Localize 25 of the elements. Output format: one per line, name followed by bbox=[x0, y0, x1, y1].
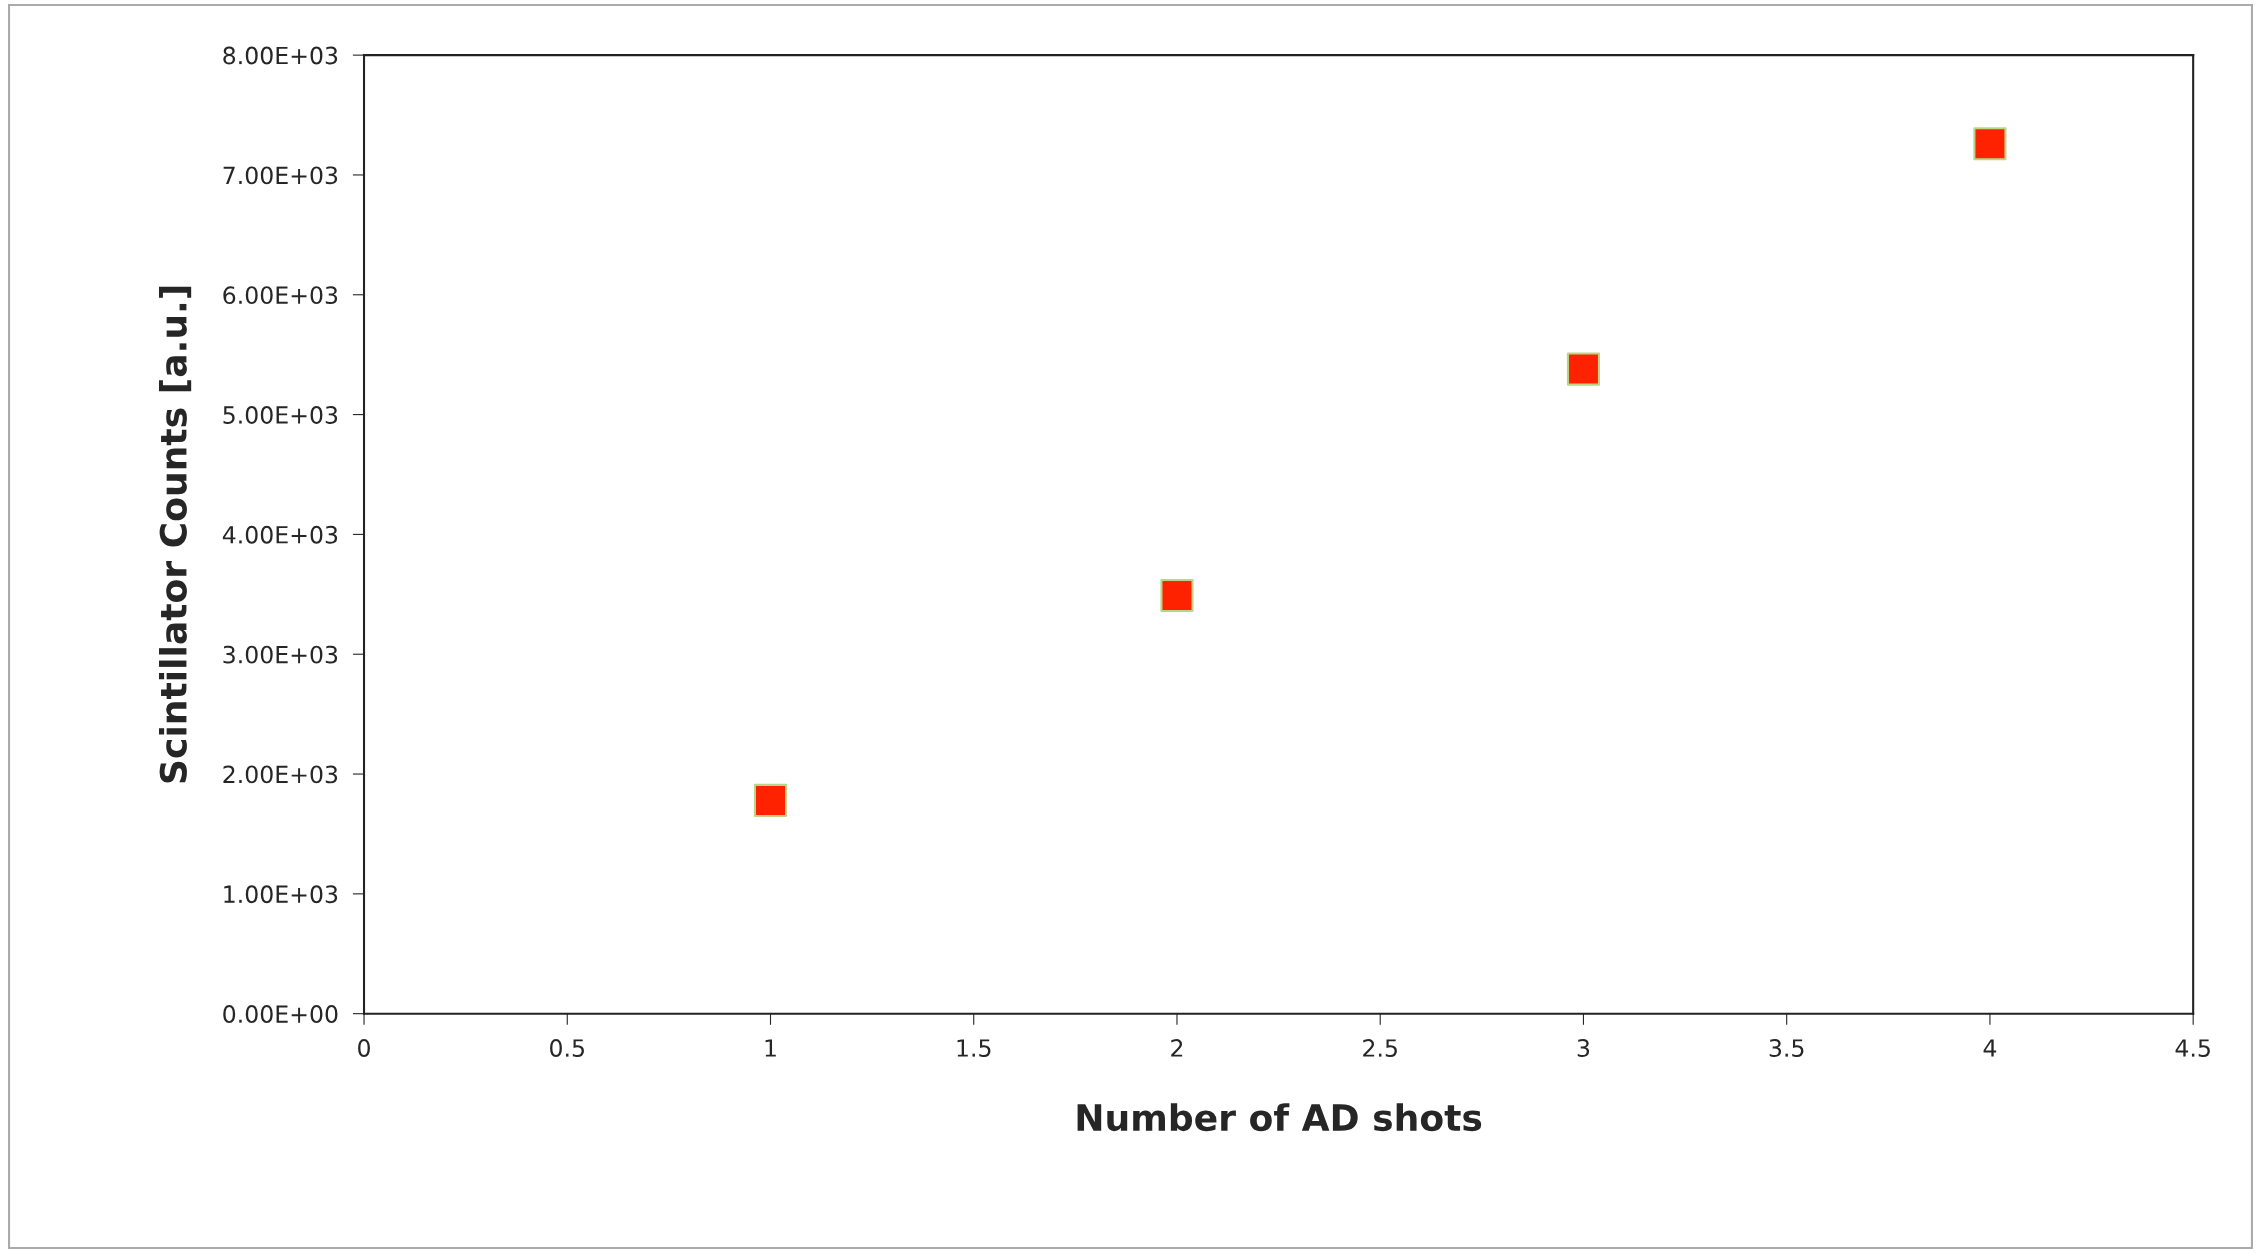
point bbox=[753, 783, 788, 817]
x-tick-label: 4.5 bbox=[2175, 1039, 2210, 1057]
x-tick-label: 0.5 bbox=[550, 1039, 584, 1057]
x-tick-label: 3.5 bbox=[1769, 1039, 1804, 1057]
y-tick-label: 4.00E+03 bbox=[222, 525, 338, 544]
x-tick-label: 0 bbox=[358, 1039, 370, 1057]
y-tick-label: 0.00E+00 bbox=[223, 1005, 338, 1023]
x-tick-label: 2 bbox=[1171, 1039, 1183, 1057]
y-tick-label: 3.00E+03 bbox=[223, 645, 338, 664]
y-axis-title: Scintillator Counts [a.u.] bbox=[158, 286, 192, 783]
point bbox=[1160, 578, 1194, 613]
x-tick-label: 1.5 bbox=[957, 1039, 991, 1057]
y-tick-label: 8.00E+03 bbox=[223, 46, 338, 65]
y-tick-label: 6.00E+03 bbox=[223, 286, 338, 305]
x-tick-label: 4 bbox=[1983, 1039, 1997, 1057]
y-tick-label: 7.00E+03 bbox=[223, 166, 338, 185]
x-tick-label: 2.5 bbox=[1363, 1039, 1397, 1057]
x-tick-label: 3 bbox=[1577, 1039, 1590, 1057]
point bbox=[1973, 127, 2007, 161]
y-tick-label: 1.00E+03 bbox=[224, 885, 338, 904]
x-tick-label: 1 bbox=[765, 1039, 776, 1057]
y-tick-label: 5.00E+03 bbox=[223, 406, 338, 424]
x-axis-title: Number of AD shots bbox=[1077, 1103, 1482, 1132]
point bbox=[1566, 352, 1601, 386]
y-tick-label: 2.00E+03 bbox=[223, 765, 338, 784]
